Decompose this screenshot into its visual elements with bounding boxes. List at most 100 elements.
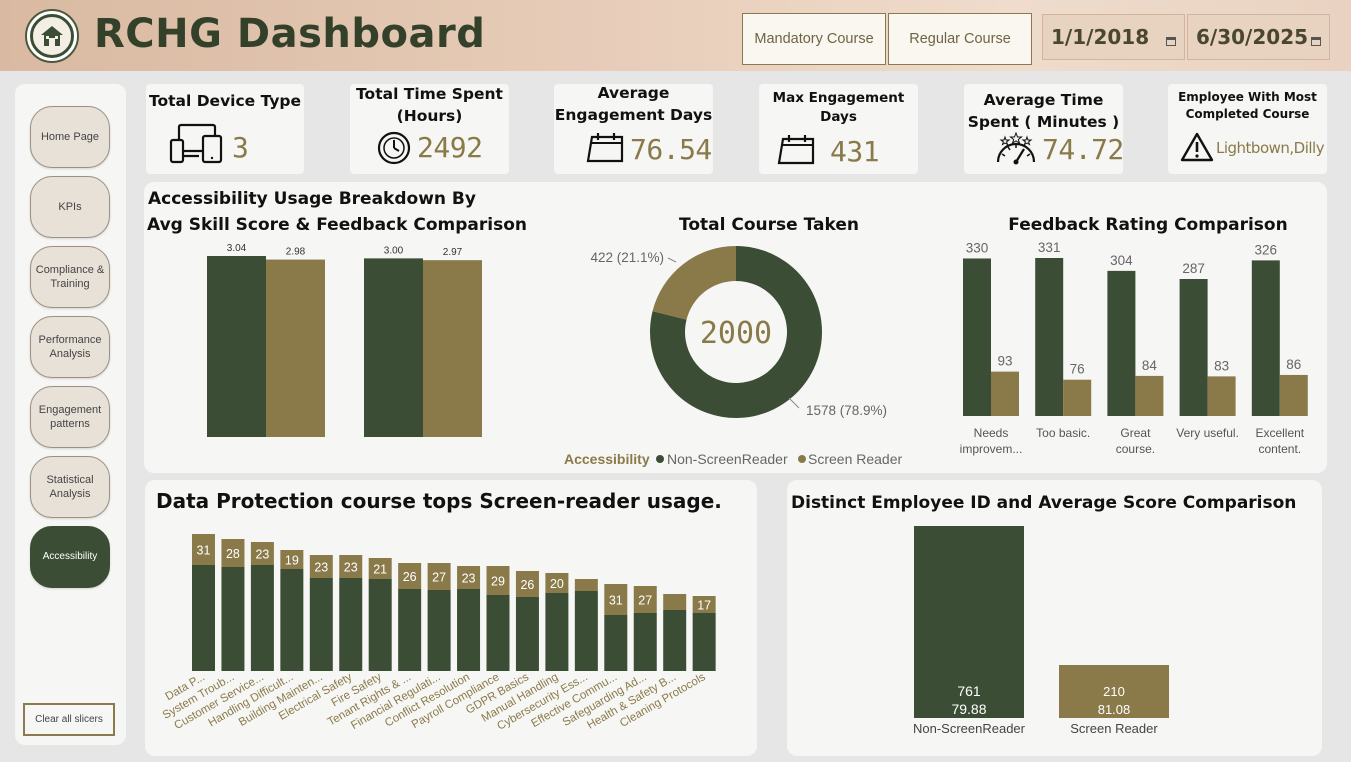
bar-non-screenreader [1251, 260, 1280, 416]
bar-non-screenreader [280, 569, 304, 671]
mandatory-course-button[interactable]: Mandatory Course [742, 13, 886, 65]
data-label: 3.04 [227, 243, 247, 254]
kpi-value: 74.72 [1042, 133, 1124, 166]
donut-center-total: 2000 [700, 316, 772, 351]
accessibility-breakdown-panel: Accessibility Usage Breakdown By Avg Ski… [144, 182, 1327, 473]
legend-label: Non-ScreenReader [667, 451, 788, 467]
chart-title: Data Protection course tops Screen-reade… [156, 489, 722, 513]
nav-kpis[interactable]: KPIs [30, 176, 110, 238]
sidebar: Home Page KPIs Compliance & Training Per… [15, 84, 126, 745]
data-label: 210 [1103, 684, 1125, 699]
legend-title: Accessibility [564, 451, 650, 467]
data-label: 761 [957, 683, 981, 699]
data-label: 27 [432, 571, 446, 585]
bar-non-screenreader [604, 615, 628, 671]
bar-screen-reader [309, 555, 333, 578]
data-label: 26 [520, 578, 534, 592]
bar-screen-reader [192, 534, 215, 565]
kpi-value: 431 [830, 135, 880, 168]
start-date-input[interactable]: 1/1/2018 [1042, 14, 1185, 60]
nav-performance-analysis[interactable]: Performance Analysis [30, 316, 110, 378]
speedometer-icon [996, 132, 1036, 165]
data-label: 79.88 [951, 701, 986, 717]
regular-course-button[interactable]: Regular Course [888, 13, 1032, 65]
bar-non-screenreader [963, 258, 991, 416]
warning-icon [1180, 132, 1214, 162]
kpi-card-avg-engagement: Average Engagement Days 76.54 [554, 84, 713, 174]
course-screenreader-panel: Data Protection course tops Screen-reade… [145, 480, 757, 756]
data-label: 31 [197, 544, 211, 558]
chart-title: Feedback Rating Comparison [1008, 215, 1287, 235]
calendar-icon[interactable] [1311, 37, 1321, 46]
employee-score-panel: Distinct Employee ID and Average Score C… [787, 480, 1322, 756]
calendar-icon [777, 135, 815, 165]
bar-screen-reader [423, 260, 482, 437]
bar-non-screenreader [339, 578, 363, 671]
calendar-icon [586, 133, 624, 163]
bar-screen-reader [266, 259, 325, 437]
data-label: 23 [314, 561, 328, 575]
devices-icon [169, 123, 223, 164]
leader-line [667, 257, 677, 263]
bar-non-screenreader [368, 579, 392, 671]
nav-home-page[interactable]: Home Page [30, 106, 110, 168]
course-stacked-chart: Data Protection course tops Screen-reade… [156, 489, 722, 733]
legend-label: Screen Reader [808, 451, 903, 467]
bar-non-screenreader [914, 526, 1024, 718]
calendar-icon[interactable] [1166, 37, 1176, 46]
bar-screen-reader [1059, 665, 1169, 718]
nav-compliance-training[interactable]: Compliance & Training [30, 246, 110, 308]
bar-non-screenreader [1179, 279, 1208, 416]
bar-non-screenreader [692, 613, 716, 671]
data-label: 23 [344, 561, 358, 575]
bar-non-screenreader [633, 613, 657, 671]
data-label: 330 [966, 240, 989, 255]
bar-screen-reader [633, 586, 657, 613]
bar-screen-reader [457, 566, 481, 589]
header-banner: RCHG Dashboard Mandatory Course Regular … [0, 0, 1351, 71]
data-label: 23 [255, 548, 269, 562]
bar-non-screenreader [574, 591, 598, 671]
axis-tick-label: Excellent [1255, 426, 1304, 440]
bar-screen-reader [1063, 379, 1092, 416]
data-label: 81.08 [1098, 702, 1131, 717]
clock-icon [377, 131, 411, 165]
bar-screen-reader [339, 555, 363, 578]
bar-screen-reader [486, 566, 510, 595]
bar-screen-reader [221, 539, 245, 567]
nav-engagement-patterns[interactable]: Engagement patterns [30, 386, 110, 448]
nav-accessibility[interactable]: Accessibility [30, 526, 110, 588]
bar-screen-reader [398, 563, 422, 589]
chart-title: Total Course Taken [679, 215, 859, 235]
bar-screen-reader [545, 573, 569, 593]
donut-slice-non-screenreader [650, 246, 822, 419]
kpi-card-avg-time: Average Time Spent ( Minutes ) 74.72 [964, 84, 1124, 174]
axis-tick-label: content. [1258, 442, 1301, 456]
kpi-value: 3 [232, 131, 249, 164]
data-label: 19 [285, 554, 299, 568]
donut-slice-screen-reader [652, 246, 736, 320]
nav-statistical-analysis[interactable]: Statistical Analysis [30, 456, 110, 518]
clear-slicers-button[interactable]: Clear all slicers [23, 703, 115, 736]
slice-label: 1578 (78.9%) [806, 403, 887, 418]
data-label: 29 [491, 575, 505, 589]
data-label: 93 [997, 354, 1012, 369]
bar-non-screenreader [309, 578, 333, 671]
end-date-input[interactable]: 6/30/2025 [1187, 14, 1330, 60]
kpi-value: 2492 [417, 131, 483, 164]
data-label: 84 [1142, 358, 1158, 373]
breakdown-charts: Avg Skill Score & Feedback Comparison 3.0… [147, 215, 1308, 467]
kpi-title: Employee With Most Completed Course [1178, 90, 1317, 121]
employee-score-chart: Distinct Employee ID and Average Score C… [791, 493, 1296, 736]
data-label: 21 [373, 563, 387, 577]
axis-tick-label: Screen Reader [1070, 721, 1158, 736]
data-label: 31 [609, 594, 623, 608]
axis-tick-label: course. [1116, 442, 1155, 456]
bar-non-screenreader [457, 589, 481, 671]
bar-screen-reader [991, 371, 1019, 416]
bar-screen-reader [515, 571, 539, 597]
bar-screen-reader [1207, 376, 1236, 416]
data-label: 17 [697, 599, 711, 613]
bar-non-screenreader [221, 567, 245, 671]
bar-non-screenreader [398, 589, 422, 671]
